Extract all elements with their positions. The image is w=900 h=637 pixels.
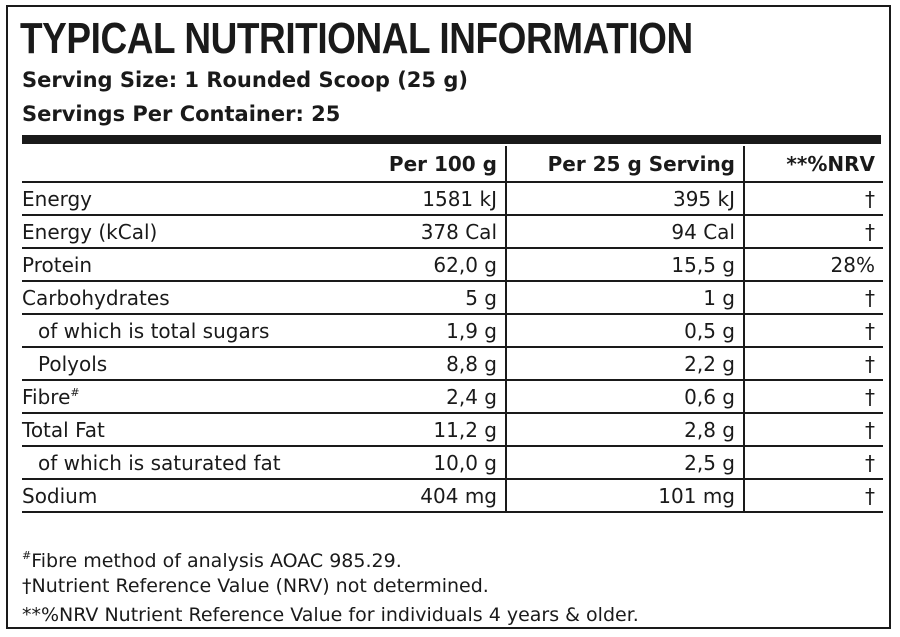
nrv-value: † [743, 446, 883, 480]
nutrient-name: Fibre [22, 384, 71, 409]
per-100g-value: 1,9 g [372, 314, 506, 348]
nutrient-name: of which is total sugars [22, 314, 372, 348]
panel-title: TYPICAL NUTRITIONAL INFORMATION [20, 14, 693, 63]
table-row: Sodium 404 mg 101 mg † [22, 479, 883, 513]
per-serving-value: 395 kJ [505, 182, 744, 216]
nutrition-table: Per 100 g Per 25 g Serving **%NRV Energy… [22, 146, 883, 513]
footnote-fibre: #Fibre method of analysis AOAC 985.29. [22, 544, 402, 573]
per-100g-value: 11,2 g [372, 413, 506, 447]
per-serving-value: 2,2 g [505, 347, 744, 381]
table-row: Energy 1581 kJ 395 kJ † [22, 182, 883, 216]
nutrient-name: Sodium [22, 479, 372, 513]
per-serving-value: 94 Cal [505, 215, 744, 249]
nrv-value: † [743, 182, 883, 216]
per-serving-value: 1 g [505, 281, 744, 315]
per-serving-value: 0,5 g [505, 314, 744, 348]
servings-per-container: Servings Per Container: 25 [22, 102, 341, 126]
per-100g-value: 8,8 g [372, 347, 506, 381]
nutrient-name: of which is saturated fat [22, 446, 372, 480]
footnote-nrv-not-determined: †Nutrient Reference Value (NRV) not dete… [22, 575, 489, 597]
nrv-value: † [743, 413, 883, 447]
nrv-value: † [743, 281, 883, 315]
thick-divider [22, 135, 881, 144]
header-nrv: **%NRV [743, 146, 883, 183]
footnote-fibre-text: Fibre method of analysis AOAC 985.29. [31, 550, 402, 572]
per-serving-value: 101 mg [505, 479, 744, 513]
nrv-value: † [743, 314, 883, 348]
nutrient-name: Energy [22, 182, 372, 216]
per-100g-value: 62,0 g [372, 248, 506, 282]
table-row: of which is total sugars 1,9 g 0,5 g † [22, 314, 883, 348]
header-per-100g: Per 100 g [372, 146, 506, 183]
header-per-serving: Per 25 g Serving [505, 146, 744, 183]
per-serving-value: 2,5 g [505, 446, 744, 480]
per-serving-value: 15,5 g [505, 248, 744, 282]
per-100g-value: 1581 kJ [372, 182, 506, 216]
footnote-marker: # [22, 549, 32, 562]
nutrient-name: Total Fat [22, 413, 372, 447]
nrv-value: † [743, 347, 883, 381]
table-row: Total Fat 11,2 g 2,8 g † [22, 413, 883, 447]
nutrient-name: Polyols [22, 347, 372, 381]
per-100g-value: 5 g [372, 281, 506, 315]
table-row: Polyols 8,8 g 2,2 g † [22, 347, 883, 381]
per-100g-value: 2,4 g [372, 380, 506, 414]
table-row: of which is saturated fat 10,0 g 2,5 g † [22, 446, 883, 480]
nrv-value: † [743, 215, 883, 249]
table-row: Fibre# 2,4 g 0,6 g † [22, 380, 883, 414]
per-100g-value: 378 Cal [372, 215, 506, 249]
per-serving-value: 2,8 g [505, 413, 744, 447]
nutrient-name: Carbohydrates [22, 281, 372, 315]
nrv-value: 28% [743, 248, 883, 282]
header-nutrient [22, 146, 372, 183]
footnote-nrv-definition: **%NRV Nutrient Reference Value for indi… [22, 604, 639, 626]
per-100g-value: 404 mg [372, 479, 506, 513]
table-header-row: Per 100 g Per 25 g Serving **%NRV [22, 146, 883, 183]
nrv-value: † [743, 479, 883, 513]
table-row: Protein 62,0 g 15,5 g 28% [22, 248, 883, 282]
serving-size: Serving Size: 1 Rounded Scoop (25 g) [22, 68, 468, 92]
nutrient-name: Protein [22, 248, 372, 282]
table-row: Carbohydrates 5 g 1 g † [22, 281, 883, 315]
per-serving-value: 0,6 g [505, 380, 744, 414]
nrv-value: † [743, 380, 883, 414]
nutrient-name: Energy (kCal) [22, 215, 372, 249]
nutrient-name-cell: Fibre# [22, 380, 372, 414]
table-row: Energy (kCal) 378 Cal 94 Cal † [22, 215, 883, 249]
footnote-marker: # [70, 385, 80, 399]
nutrition-panel: TYPICAL NUTRITIONAL INFORMATION Serving … [6, 5, 891, 629]
per-100g-value: 10,0 g [372, 446, 506, 480]
